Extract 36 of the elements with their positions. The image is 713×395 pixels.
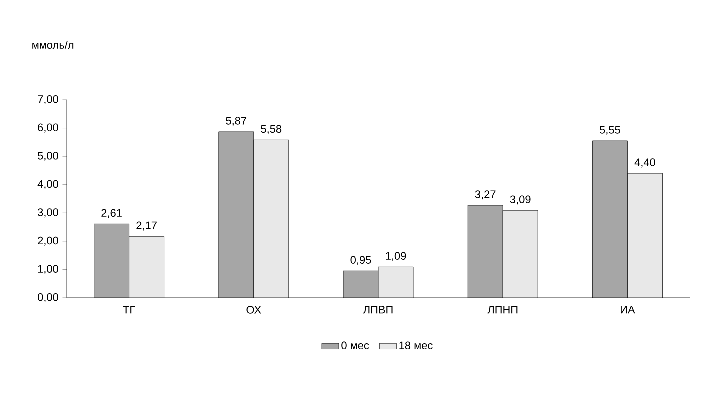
x-tick-label: ТГ xyxy=(123,306,136,314)
y-tick-label: 1,00 xyxy=(38,265,58,274)
bar xyxy=(129,236,164,298)
bar xyxy=(344,271,379,298)
data-label: 2,17 xyxy=(136,222,157,231)
bar xyxy=(218,132,254,298)
data-label: 3,09 xyxy=(510,196,531,205)
x-tick-label: ЛПВП xyxy=(363,306,393,314)
y-tick-label: 5,00 xyxy=(38,152,58,162)
data-label: 5,87 xyxy=(226,117,247,126)
y-tick-label: 6,00 xyxy=(38,124,58,133)
y-tick-label: 4,00 xyxy=(38,180,58,190)
bar xyxy=(592,140,628,298)
y-tick-label: 2,00 xyxy=(38,236,58,246)
x-tick-label: ОХ xyxy=(246,306,262,314)
legend-label: 0 мес xyxy=(342,342,370,350)
bar xyxy=(468,206,504,298)
y-axis-title: ммоль/л xyxy=(32,40,74,50)
data-label: 0,95 xyxy=(350,256,372,266)
y-tick-label: 0,00 xyxy=(38,293,58,303)
data-label: 3,27 xyxy=(475,190,496,200)
bar xyxy=(378,267,414,298)
data-label: 5,55 xyxy=(600,126,620,136)
x-tick-label: ЛПНП xyxy=(488,306,518,314)
x-tick-label: ИА xyxy=(621,306,636,314)
bar xyxy=(94,224,130,298)
data-label: 2,61 xyxy=(102,209,122,218)
y-tick-label: 7,00 xyxy=(38,95,58,105)
y-tick-label: 3,00 xyxy=(38,208,58,218)
legend-label: 18 мес xyxy=(400,342,433,350)
data-label: 4,40 xyxy=(634,158,656,168)
data-label: 1,09 xyxy=(386,252,406,262)
bar xyxy=(503,210,538,298)
bar xyxy=(628,173,663,298)
data-label: 5,58 xyxy=(261,125,282,134)
bar xyxy=(254,140,289,298)
